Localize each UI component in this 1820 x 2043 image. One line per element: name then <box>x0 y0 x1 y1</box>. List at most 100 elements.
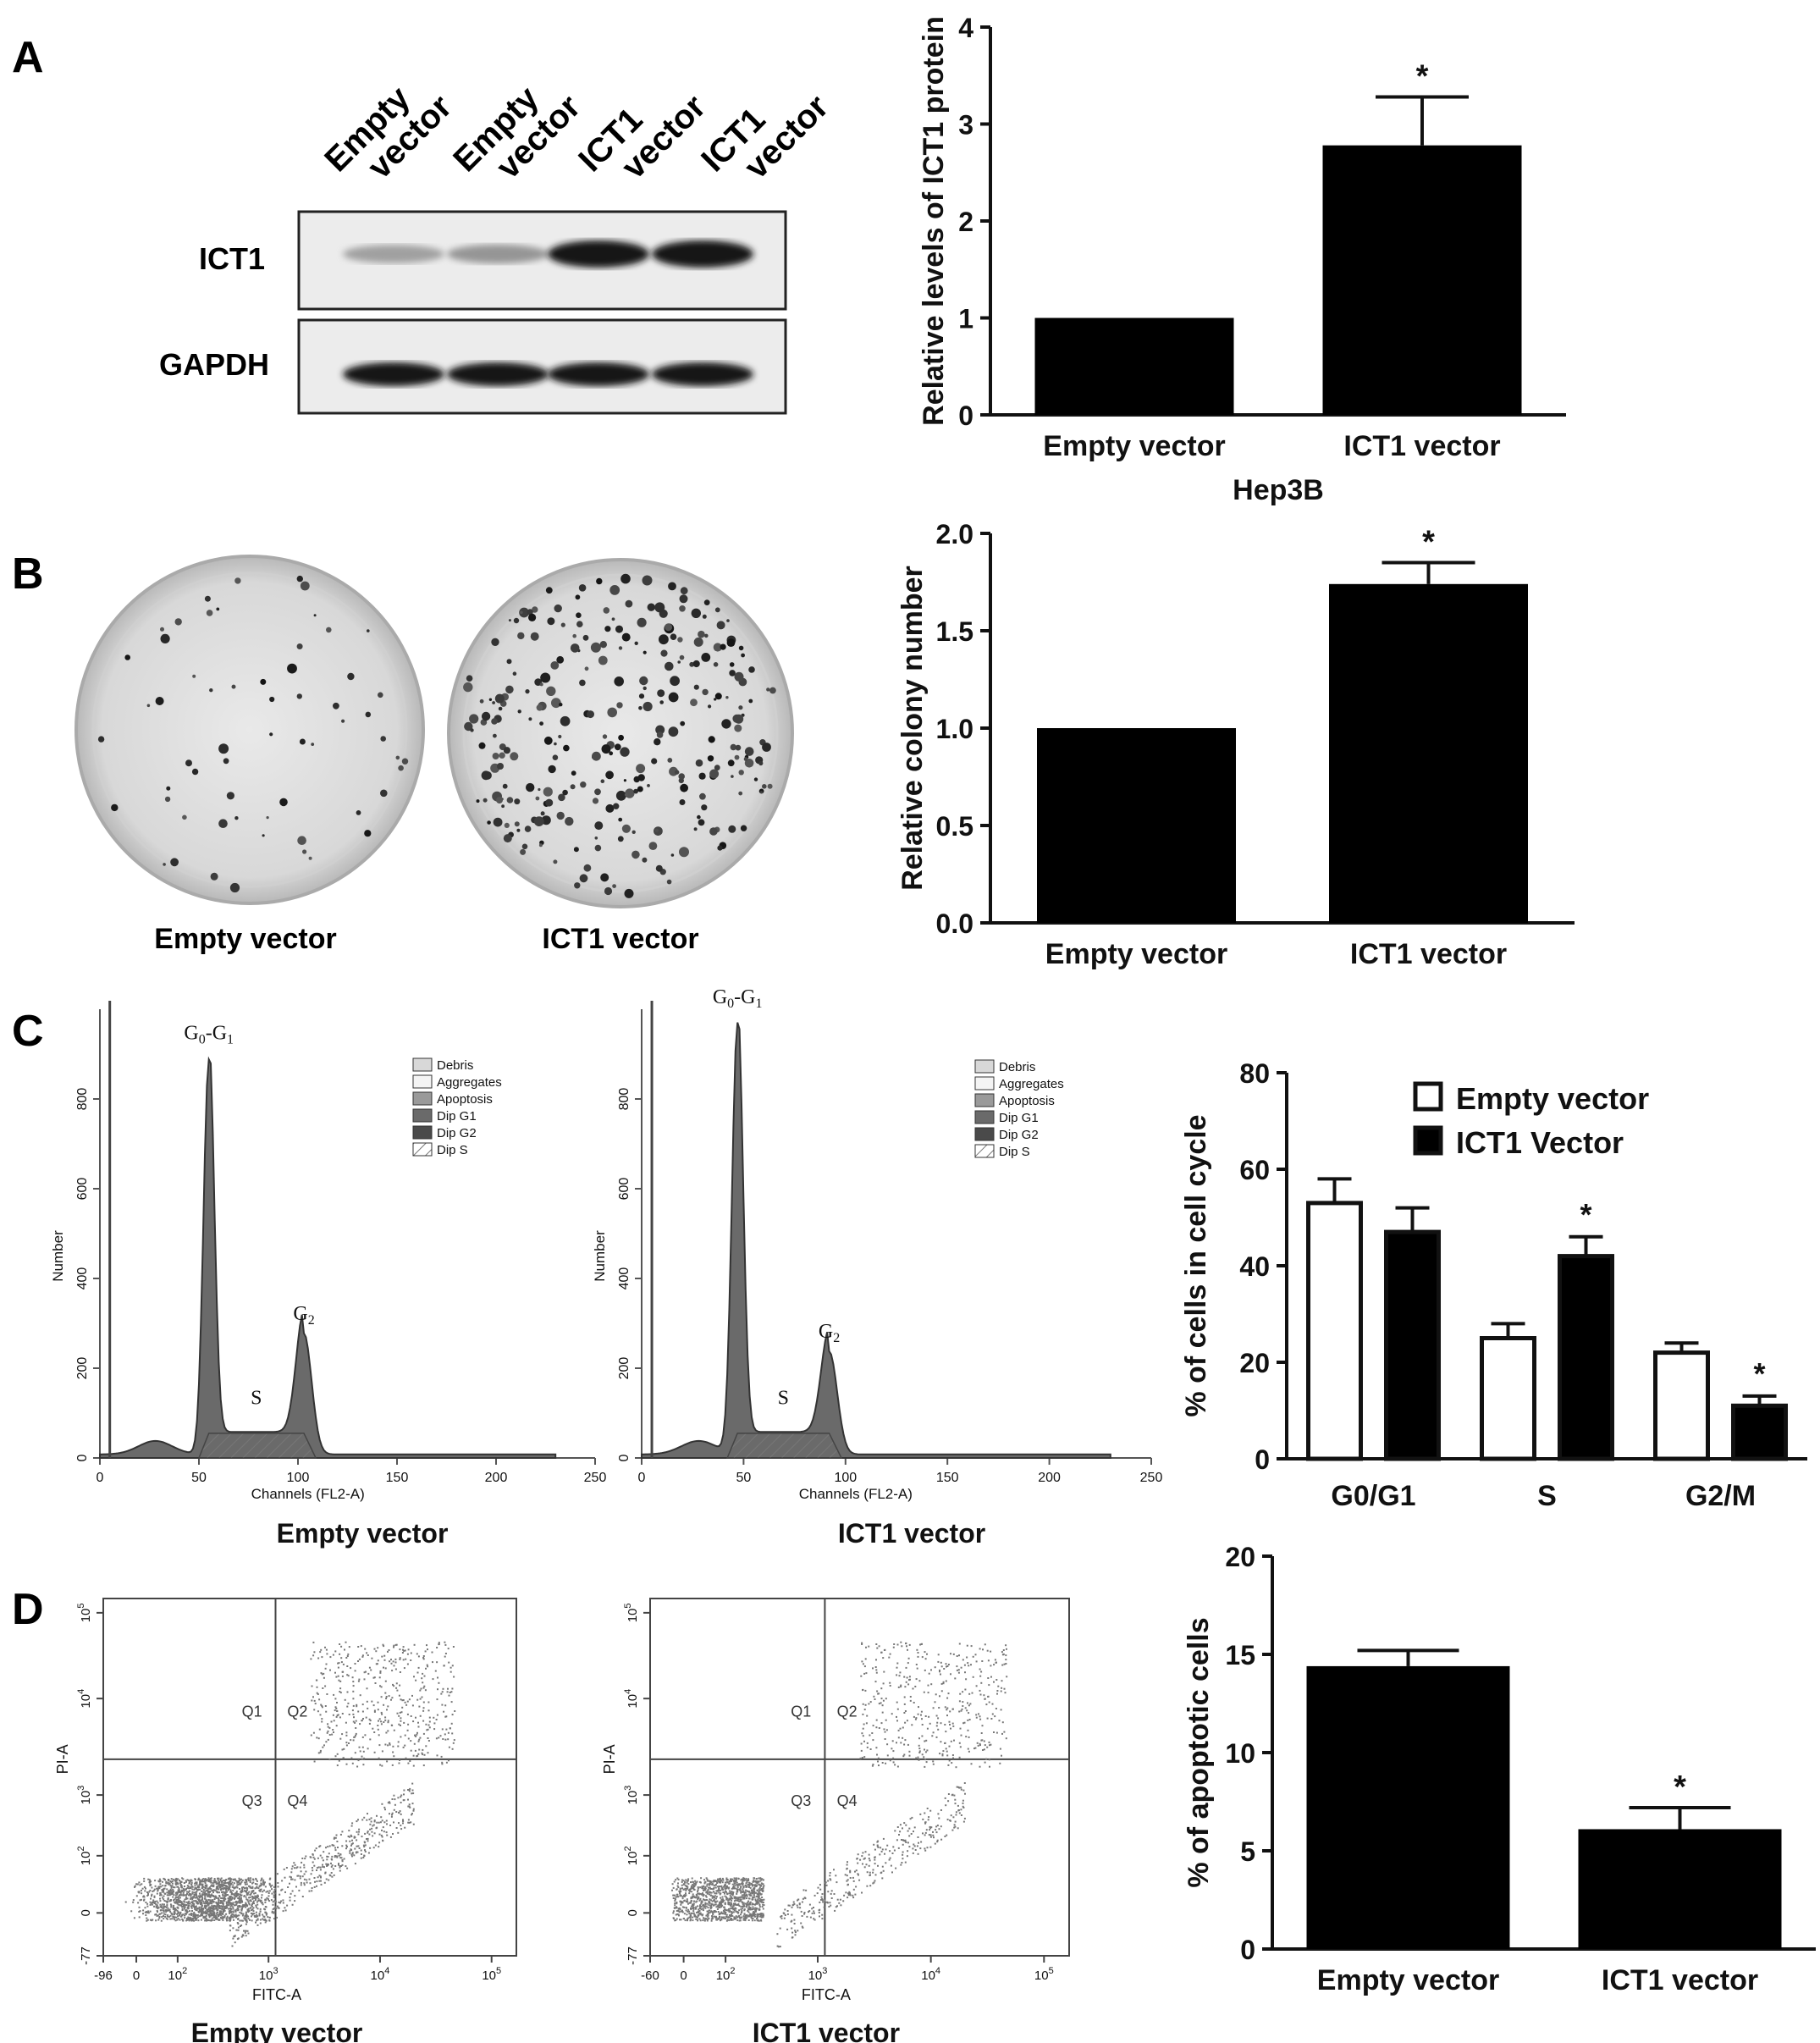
scatter-point <box>901 1645 903 1648</box>
scatter-point <box>330 1720 333 1723</box>
scatter-point <box>271 1910 273 1913</box>
scatter-point <box>757 1896 759 1898</box>
scatter-point <box>205 1880 207 1881</box>
scatter-point <box>425 1745 427 1748</box>
colony-dot <box>517 710 521 714</box>
scatter-point <box>373 1710 376 1713</box>
scatter-point <box>445 1761 448 1764</box>
scatter-point <box>205 1913 207 1915</box>
scatter-point <box>952 1816 955 1819</box>
scatter-point <box>677 1886 680 1889</box>
scatter-point <box>368 1666 371 1669</box>
scatter-point <box>261 1902 263 1904</box>
scatter-point <box>258 1913 261 1915</box>
scatter-point <box>399 1657 401 1659</box>
colony-dot <box>174 618 182 626</box>
scatter-point <box>983 1740 985 1742</box>
scatter-point <box>942 1682 945 1685</box>
scatter-point <box>882 1699 885 1702</box>
scatter-point <box>220 1910 223 1913</box>
scatter-point <box>387 1721 389 1724</box>
scatter-point <box>905 1841 907 1843</box>
scatter-point <box>410 1652 412 1654</box>
scatter-point <box>729 1908 731 1910</box>
colony-dot <box>636 764 646 774</box>
scatter-point <box>358 1847 361 1849</box>
scatter-point <box>709 1883 711 1886</box>
colony-dot <box>543 787 553 797</box>
scatter-point <box>747 1919 750 1921</box>
scatter-point <box>852 1888 855 1891</box>
colony-dot <box>693 637 703 647</box>
scatter-point <box>990 1743 992 1746</box>
hist-y-axis-label: Number <box>50 1230 66 1282</box>
scatter-point <box>159 1909 162 1912</box>
scatter-point <box>273 1889 276 1891</box>
scatter-point <box>223 1911 224 1913</box>
colony-dot <box>570 643 580 653</box>
scatter-point <box>185 1909 187 1912</box>
scatter-point <box>174 1908 177 1910</box>
scatter-point <box>692 1900 695 1902</box>
scatter-point <box>726 1885 728 1887</box>
scatter-point <box>422 1672 424 1675</box>
scatter-point <box>416 1755 418 1758</box>
scatter-point <box>194 1917 196 1919</box>
colony-dot <box>598 655 608 665</box>
scatter-point <box>349 1852 351 1854</box>
scatter-point <box>222 1888 224 1891</box>
scatter-point <box>799 1907 802 1909</box>
scatter-point <box>725 1881 727 1884</box>
scatter-point <box>924 1748 925 1751</box>
scatter-point <box>273 1912 275 1914</box>
scatter-point <box>171 1893 174 1895</box>
scatter-point <box>250 1877 252 1880</box>
scatter-point <box>760 1913 762 1915</box>
scatter-point <box>280 1889 283 1891</box>
scatter-point <box>381 1829 383 1831</box>
scatter-point <box>957 1786 960 1788</box>
colony-dot <box>717 845 723 851</box>
scatter-point <box>946 1754 949 1757</box>
scatter-point <box>724 1913 726 1915</box>
scatter-point <box>729 1895 731 1897</box>
scatter-x-tick-label: 104 <box>371 1966 390 1983</box>
scatter-point <box>686 1887 688 1890</box>
scatter-point <box>725 1916 728 1919</box>
scatter-point <box>290 1871 293 1874</box>
scatter-point <box>777 1946 780 1948</box>
scatter-point <box>235 1890 238 1892</box>
scatter-point <box>215 1913 218 1915</box>
scatter-point <box>963 1664 966 1666</box>
scatter-point <box>168 1891 171 1893</box>
scatter-point <box>237 1923 240 1925</box>
scatter-point <box>209 1902 212 1904</box>
scatter-point <box>872 1869 874 1871</box>
scatter-point <box>356 1705 358 1708</box>
scatter-point <box>722 1913 725 1915</box>
scatter-point <box>716 1880 719 1882</box>
colony-dot <box>708 704 712 709</box>
scatter-point <box>984 1643 986 1646</box>
scatter-point <box>389 1813 390 1815</box>
scatter-point <box>352 1739 355 1742</box>
scatter-point <box>933 1836 935 1839</box>
scatter-point <box>317 1752 320 1754</box>
scatter-point <box>735 1878 737 1880</box>
scatter-point <box>955 1766 957 1769</box>
scatter-point <box>173 1910 175 1913</box>
scatter-point <box>241 1886 243 1889</box>
scatter-point <box>974 1747 977 1749</box>
scatter-point <box>173 1894 175 1897</box>
scatter-point <box>959 1692 962 1695</box>
scatter-point <box>381 1764 383 1767</box>
scatter-point <box>716 1882 719 1884</box>
scatter-point <box>273 1899 276 1902</box>
colony-dot <box>734 724 742 732</box>
scatter-point <box>252 1890 255 1891</box>
scatter-point <box>959 1746 962 1748</box>
scatter-point <box>372 1847 375 1849</box>
colony-dot <box>313 614 317 617</box>
scatter-point <box>233 1897 235 1900</box>
scatter-point <box>124 1901 127 1903</box>
